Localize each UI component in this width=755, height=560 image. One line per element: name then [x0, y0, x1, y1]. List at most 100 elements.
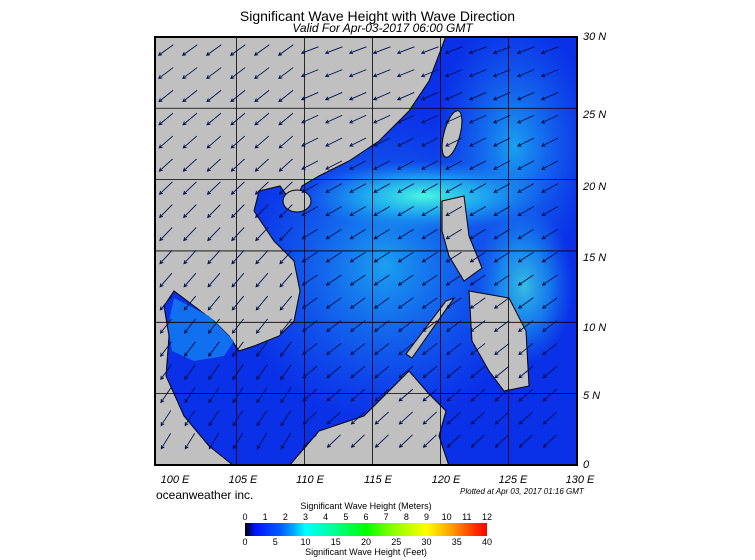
wave-arrow: [206, 204, 221, 219]
wave-arrow: [469, 251, 486, 263]
wave-arrow: [184, 341, 196, 357]
wave-arrow: [421, 183, 439, 193]
colorbar-feet-tick: 35: [451, 537, 462, 547]
wave-arrow: [373, 206, 391, 216]
wave-arrow: [469, 297, 486, 309]
brand-label: oceanweather inc.: [156, 488, 254, 502]
wave-arrow: [493, 137, 511, 147]
wave-arrow: [325, 297, 342, 309]
wave-arrow: [469, 206, 487, 216]
wave-arrow: [397, 251, 414, 263]
wave-arrow: [446, 343, 462, 356]
wave-arrow: [325, 206, 343, 216]
wave-arrow: [374, 365, 390, 379]
wave-arrow: [326, 343, 342, 356]
wave-arrow: [540, 92, 559, 101]
wave-arrow: [302, 365, 318, 379]
wave-arrow: [278, 112, 294, 126]
wave-arrow: [542, 411, 557, 425]
wave-arrow: [446, 388, 462, 402]
wave-arrow: [183, 318, 196, 334]
wave-arrow: [373, 228, 390, 240]
wave-arrow: [182, 67, 198, 80]
wave-arrow: [349, 206, 367, 216]
wave-arrow: [254, 135, 270, 149]
lon-label: 100 E: [160, 474, 190, 486]
wave-arrow: [159, 318, 172, 334]
lon-label: 120 E: [431, 474, 461, 486]
wave-arrow: [445, 251, 462, 263]
wave-arrow: [232, 387, 244, 404]
wave-arrow: [518, 320, 534, 332]
wave-arrow: [183, 295, 197, 311]
lon-label: 110 E: [296, 474, 324, 486]
lon-label: 125 E: [498, 474, 528, 486]
wave-arrow: [279, 318, 292, 334]
lat-label: 25 N: [583, 109, 607, 121]
wave-arrow: [325, 228, 342, 240]
wave-arrow: [541, 274, 558, 286]
wave-arrow: [255, 250, 269, 265]
wave-arrow: [302, 411, 317, 425]
wave-arrow: [325, 251, 342, 263]
wave-arrow: [159, 272, 173, 288]
lat-label: 5 N: [583, 390, 601, 402]
wave-arrow: [348, 92, 367, 101]
land-mindanao-visayas: [468, 290, 530, 392]
wave-arrow: [350, 388, 366, 402]
land-hainan: [282, 189, 312, 213]
wave-arrow: [469, 274, 486, 286]
wave-arrow: [518, 343, 534, 356]
wave-arrow: [422, 365, 438, 379]
wave-arrow: [397, 206, 415, 216]
wave-arrow: [398, 434, 413, 448]
wave-arrow: [302, 320, 318, 332]
colorbar-feet-tick: 20: [360, 537, 372, 547]
land-borneo: [288, 370, 450, 466]
wave-arrow: [181, 44, 198, 56]
wave-arrow: [326, 411, 341, 425]
wave-arrow: [159, 250, 173, 265]
wave-arrow: [422, 343, 438, 356]
wave-arrow: [397, 160, 415, 170]
wave-arrow: [372, 114, 391, 124]
wave-arrow: [350, 343, 366, 356]
colorbar-meters-tick: 1: [262, 512, 268, 522]
wave-arrow: [398, 411, 413, 425]
wave-arrow: [494, 365, 510, 379]
wave-arrow: [280, 410, 292, 427]
wave-arrow: [374, 388, 390, 402]
plotted-timestamp: Plotted at Apr 03, 2017 01:16 GMT: [460, 487, 584, 496]
gulf-of-thailand: [168, 298, 234, 361]
wave-arrow: [421, 137, 439, 147]
wave-arrow: [421, 160, 439, 170]
wave-arrow: [300, 114, 319, 124]
lat-label: 0: [583, 459, 590, 471]
wave-arrow: [206, 90, 222, 103]
wave-arrow: [278, 90, 294, 103]
lon-label: 105 E: [228, 474, 258, 486]
wave-arrow: [468, 114, 487, 124]
wave-arrow: [518, 365, 534, 379]
colorbar-meters-tick: 9: [423, 512, 430, 522]
wave-arrow: [374, 320, 390, 332]
wave-arrow: [494, 434, 509, 448]
wave-arrow: [494, 411, 509, 425]
wave-arrow: [421, 206, 439, 216]
wave-arrow: [349, 137, 367, 147]
wave-arrow: [540, 46, 559, 55]
wave-arrow: [420, 114, 439, 124]
wave-arrow: [397, 274, 414, 286]
wave-arrow: [253, 44, 270, 56]
wave-arrow: [398, 365, 414, 379]
wave-arrow: [231, 272, 245, 288]
wave-arrow: [208, 387, 220, 404]
wave-arrow: [348, 114, 367, 124]
wave-arrow: [301, 251, 318, 263]
wave-arrow: [349, 183, 367, 193]
wave-arrow: [373, 183, 391, 193]
wave-arrow: [469, 228, 486, 240]
wave-arrow: [350, 434, 365, 448]
wave-arrow: [324, 46, 343, 55]
wave-arrow: [517, 206, 535, 216]
